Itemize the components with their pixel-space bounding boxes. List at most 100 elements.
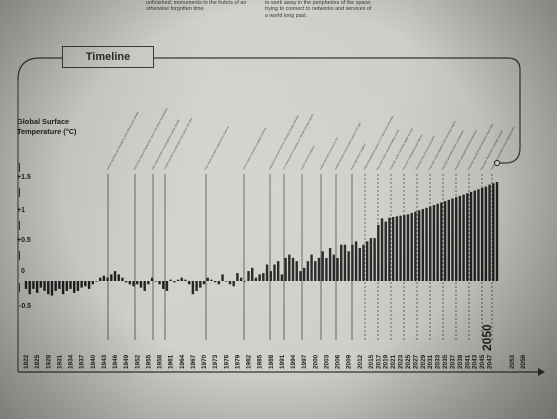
x-tick-label: 2012 xyxy=(357,354,364,369)
bar xyxy=(432,205,436,281)
y-axis-dash xyxy=(19,188,20,197)
x-tick-label: 1970 xyxy=(201,354,208,369)
bar xyxy=(351,244,354,281)
bar xyxy=(184,279,187,281)
x-tick-labels: 1922 1925 1928 1931 1934 1937 1940 1943 1946 1949… xyxy=(23,354,527,369)
x-tick-label: 2033 xyxy=(435,354,442,369)
bar xyxy=(191,281,195,295)
bar xyxy=(269,271,272,281)
bar xyxy=(143,281,146,291)
bar xyxy=(288,254,291,281)
bar xyxy=(310,254,313,281)
x-tick-label: 1928 xyxy=(45,354,52,369)
bar xyxy=(440,202,443,281)
bar xyxy=(84,281,87,287)
bar xyxy=(69,281,72,289)
bar xyxy=(91,281,94,285)
x-tick-label: 1976 xyxy=(223,354,230,369)
bar xyxy=(110,274,113,281)
x-tick-label: 2039 xyxy=(457,354,464,369)
bar xyxy=(73,281,76,293)
bar xyxy=(347,251,350,281)
bar xyxy=(469,191,473,281)
x-tick-label: 1997 xyxy=(301,354,308,369)
bar xyxy=(369,238,373,281)
bar xyxy=(306,261,310,281)
x-tick-label: 2021 xyxy=(390,354,397,369)
bar xyxy=(247,271,250,281)
x-tick-label: 2045 xyxy=(479,354,486,369)
event-label: Forecast: permafrost thaw accelerates xyxy=(440,129,465,170)
bar xyxy=(165,281,169,291)
x-tick-label: 1946 xyxy=(112,354,119,369)
bar xyxy=(358,248,361,281)
bar xyxy=(328,248,332,281)
x-tick-label: 2003 xyxy=(323,354,330,369)
bar xyxy=(121,277,124,281)
event-label: Carbon dioxide concentration passes 400 … xyxy=(333,121,362,170)
x-tick-label: 1922 xyxy=(23,354,30,369)
bar xyxy=(366,241,369,281)
x-tick-label: 1988 xyxy=(268,354,275,369)
intro-text-left: unfinished; monuments to the hubris of a… xyxy=(146,0,247,13)
x-tick-label: 2041 xyxy=(464,354,471,369)
bar xyxy=(258,274,261,281)
bar xyxy=(377,224,380,281)
x-tick-label: 1934 xyxy=(68,354,75,369)
bar xyxy=(462,194,465,281)
bar xyxy=(273,264,276,281)
bar xyxy=(336,257,339,281)
bar xyxy=(213,281,217,283)
y-tick-label: 0 xyxy=(21,268,25,275)
bar xyxy=(391,216,395,281)
bar xyxy=(173,281,176,283)
bar xyxy=(95,281,98,282)
bar xyxy=(388,217,391,281)
y-axis-dash xyxy=(19,283,20,292)
y-tick-label: +1 xyxy=(17,207,25,214)
bar xyxy=(321,251,324,281)
bar xyxy=(295,261,298,281)
bar xyxy=(284,257,287,281)
bar xyxy=(98,277,102,281)
x-tick-label: 2009 xyxy=(346,354,353,369)
bars xyxy=(24,182,499,296)
bar xyxy=(50,281,54,296)
bar xyxy=(325,257,328,281)
event-label: UN Framework Convention on Climate Chang… xyxy=(281,113,314,171)
bar xyxy=(495,182,499,281)
bar xyxy=(58,281,61,289)
bar xyxy=(136,281,139,285)
bar xyxy=(317,257,321,281)
event-label: Forecast: mass migration from low-lying … xyxy=(427,119,457,170)
x-tick-label: 1943 xyxy=(101,354,108,369)
bar xyxy=(39,281,43,288)
bar xyxy=(455,197,458,281)
bar xyxy=(251,267,254,281)
bar xyxy=(132,281,135,287)
arrow-icon xyxy=(538,368,545,376)
bar xyxy=(443,201,447,281)
bar xyxy=(473,190,476,281)
event-label: Human activities are thought to start af… xyxy=(105,110,139,170)
bar xyxy=(225,281,228,282)
bar xyxy=(54,281,57,291)
bar xyxy=(466,193,469,281)
bar xyxy=(354,241,358,281)
x-tick-label: 1961 xyxy=(168,354,175,369)
x-tick-label: 1973 xyxy=(212,354,219,369)
bar xyxy=(343,244,347,281)
x-tick-label: 2019 xyxy=(383,354,390,369)
bar xyxy=(362,244,365,281)
bar xyxy=(280,274,284,281)
bar xyxy=(436,203,439,281)
bar xyxy=(451,198,454,281)
bar xyxy=(176,279,180,281)
intro-text-right: to work away in the peripheries of the s… xyxy=(265,0,372,19)
bar xyxy=(447,199,450,281)
x-tick-label: 2056 xyxy=(520,354,527,369)
event-label: Forecast: Arctic summers largely ice-fre… xyxy=(388,127,414,171)
x-tick-label: 1955 xyxy=(145,354,152,369)
bar xyxy=(414,211,417,281)
bar xyxy=(124,281,128,283)
